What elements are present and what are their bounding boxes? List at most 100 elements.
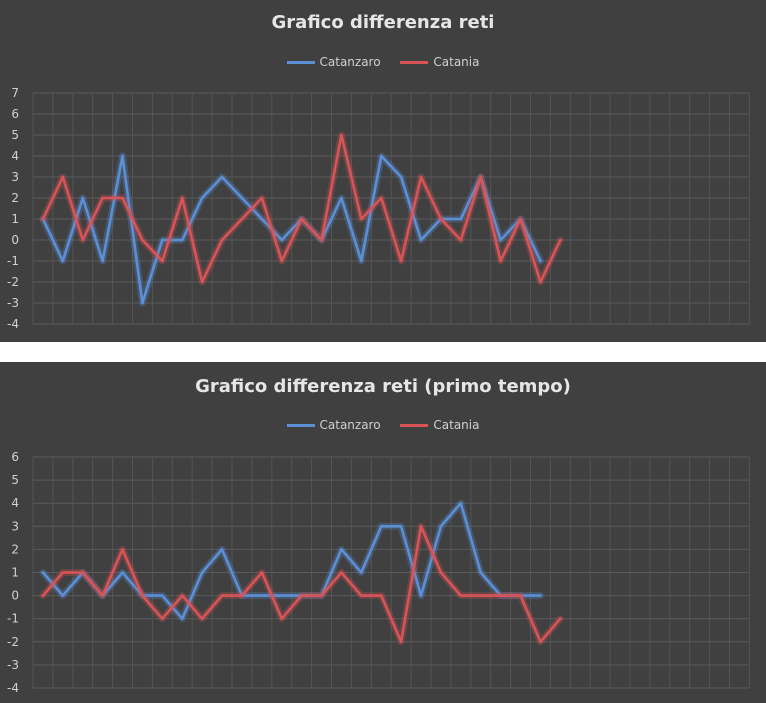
series-line-catanzaro	[41, 501, 542, 621]
series-line-catanzaro	[41, 154, 542, 305]
data-point-catania	[300, 217, 303, 221]
data-point-catania	[559, 617, 562, 620]
data-point-catanzaro	[459, 217, 463, 221]
data-point-catanzaro	[180, 238, 184, 242]
y-tick-label: -1	[7, 254, 19, 268]
data-point-catanzaro	[61, 594, 65, 597]
data-point-catanzaro	[141, 301, 144, 305]
data-point-catanzaro	[180, 617, 184, 620]
chart-title: Grafico differenza reti (primo tempo)	[195, 376, 571, 397]
legend-item-catania: Catania	[400, 55, 479, 69]
data-point-catanzaro	[419, 594, 423, 597]
y-tick-label: 1	[11, 566, 19, 580]
data-point-catania	[240, 217, 244, 221]
data-point-catanzaro	[499, 238, 502, 242]
plot-area: 7 6 5 4 3 2 1 0 -1 -2 -3 -4	[7, 86, 750, 331]
legend-swatch-catania	[400, 424, 429, 427]
data-point-catanzaro	[260, 594, 264, 597]
data-point-catania	[340, 133, 343, 137]
legend-label-catania: Catania	[433, 55, 480, 69]
data-point-catanzaro	[101, 259, 104, 263]
y-tick-label: -2	[7, 635, 19, 649]
y-tick-label: 4	[11, 496, 19, 510]
legend-swatch-catanzaro	[286, 424, 315, 427]
data-point-catania	[519, 594, 522, 597]
data-point-catania	[61, 175, 65, 179]
data-point-catanzaro	[200, 571, 204, 574]
y-tick-label: -3	[7, 296, 19, 310]
y-tick-label: 2	[11, 542, 19, 556]
y-tick-label: -4	[7, 681, 19, 695]
data-point-catanzaro	[280, 238, 284, 242]
data-point-catanzaro	[399, 175, 403, 179]
series-points-catania	[41, 525, 562, 644]
data-point-catania	[200, 280, 204, 284]
data-point-catanzaro	[220, 548, 224, 551]
data-point-catania	[419, 175, 423, 179]
data-point-catania	[360, 594, 363, 597]
data-point-catanzaro	[161, 238, 164, 242]
data-point-catania	[41, 217, 45, 221]
data-point-catanzaro	[340, 548, 343, 551]
data-point-catania	[459, 238, 463, 242]
data-point-catania	[61, 571, 65, 574]
data-point-catania	[399, 640, 403, 644]
data-point-catania	[41, 594, 45, 597]
data-point-catanzaro	[360, 259, 363, 263]
y-tick-label: 0	[11, 233, 19, 247]
y-tick-label: 5	[11, 128, 19, 142]
data-point-catania	[519, 217, 522, 221]
legend-item-catanzaro: Catanzaro	[286, 418, 381, 432]
plot-area: 6 5 4 3 2 1 0 -1 -2 -3 -4	[7, 450, 750, 695]
data-point-catanzaro	[260, 217, 264, 221]
data-point-catania	[559, 238, 562, 242]
data-point-catania	[499, 594, 502, 597]
data-point-catanzaro	[61, 259, 65, 263]
chart-panel-first-half-goal-difference: Grafico differenza reti (primo tempo) Ca…	[0, 362, 766, 703]
data-point-catanzaro	[220, 175, 224, 179]
y-tick-label: 1	[11, 212, 19, 226]
data-point-catanzaro	[360, 571, 363, 574]
y-tick-label: 5	[11, 473, 19, 487]
data-point-catania	[479, 175, 483, 179]
data-point-catanzaro	[280, 594, 284, 597]
data-point-catania	[280, 259, 284, 263]
y-tick-label: -2	[7, 275, 19, 289]
y-tick-label: 7	[11, 86, 19, 100]
legend-label-catanzaro: Catanzaro	[319, 55, 381, 69]
data-point-catania	[161, 617, 164, 620]
data-point-catania	[161, 259, 164, 263]
y-tick-label: -3	[7, 658, 19, 672]
data-point-catanzaro	[419, 238, 423, 242]
data-point-catania	[379, 594, 383, 597]
series-glow-catania	[39, 522, 564, 646]
data-point-catania	[121, 196, 124, 200]
y-tick-label: 6	[11, 450, 19, 464]
series-line-catania	[41, 525, 562, 644]
data-point-catania	[260, 196, 264, 200]
data-point-catania	[399, 259, 403, 263]
y-tick-label: 3	[11, 170, 19, 184]
data-point-catanzaro	[81, 196, 85, 200]
y-tick-label: 6	[11, 107, 19, 121]
data-point-catanzaro	[479, 571, 483, 574]
y-tick-label: 0	[11, 589, 19, 603]
data-point-catania	[300, 594, 303, 597]
data-point-catania	[439, 217, 443, 221]
legend: Catanzaro Catania	[0, 55, 766, 69]
data-point-catania	[141, 594, 144, 597]
data-point-catania	[200, 617, 204, 620]
data-point-catania	[220, 594, 224, 597]
data-point-catania	[141, 238, 144, 242]
data-point-catanzaro	[539, 259, 542, 263]
legend-label-catania: Catania	[433, 418, 480, 432]
data-point-catania	[320, 238, 323, 242]
y-tick-label: 2	[11, 191, 19, 205]
legend-swatch-catania	[400, 61, 429, 64]
y-tick-label: 4	[11, 149, 19, 163]
data-point-catanzaro	[200, 196, 204, 200]
data-point-catania	[101, 196, 104, 200]
legend-label-catanzaro: Catanzaro	[319, 418, 381, 432]
data-point-catania	[240, 594, 244, 597]
data-point-catania	[479, 594, 483, 597]
